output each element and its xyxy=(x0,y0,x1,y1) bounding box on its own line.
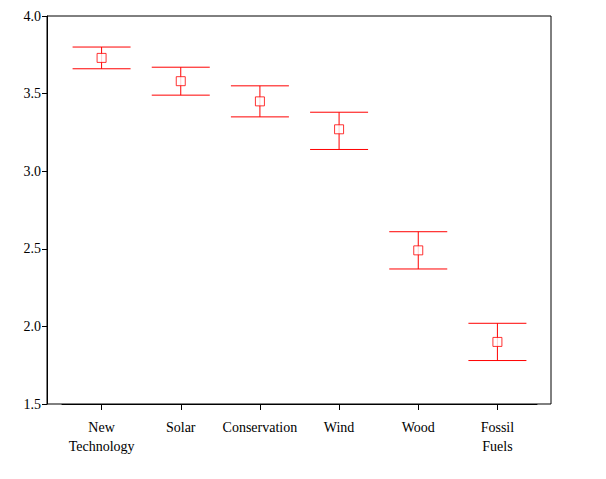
svg-text:Solar: Solar xyxy=(166,420,196,435)
svg-text:Technology: Technology xyxy=(69,439,135,454)
svg-text:Conservation: Conservation xyxy=(223,420,298,435)
svg-text:3.0: 3.0 xyxy=(24,164,42,179)
svg-text:Wind: Wind xyxy=(324,420,355,435)
svg-text:Wood: Wood xyxy=(402,420,435,435)
svg-text:1.5: 1.5 xyxy=(24,397,42,412)
svg-text:3.5: 3.5 xyxy=(24,86,42,101)
svg-text:New: New xyxy=(88,420,115,435)
svg-text:2.0: 2.0 xyxy=(24,319,42,334)
svg-text:Fossil: Fossil xyxy=(481,420,515,435)
svg-text:4.0: 4.0 xyxy=(24,9,42,24)
svg-text:2.5: 2.5 xyxy=(24,241,42,256)
svg-text:Fuels: Fuels xyxy=(482,439,512,454)
